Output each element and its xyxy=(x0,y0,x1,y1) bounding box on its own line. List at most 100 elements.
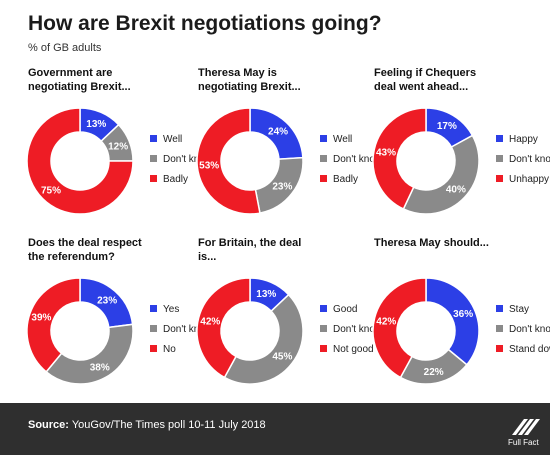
legend-swatch xyxy=(496,324,503,332)
legend-label: Happy xyxy=(509,134,538,145)
slice-value-label: 75% xyxy=(41,185,61,196)
donut-panel-theresa-may-negotiating: Theresa May is negotiating Brexit... 24%… xyxy=(196,66,382,226)
slice-value-label: 38% xyxy=(90,362,110,373)
panel-title: For Britain, the deal is... xyxy=(198,237,302,263)
legend-label: Stay xyxy=(509,304,530,315)
slice-value-label: 13% xyxy=(86,119,106,130)
donut-chart: 24% 23% 53% xyxy=(196,107,304,215)
legend-label: Good xyxy=(333,304,358,315)
slice-value-label: 45% xyxy=(272,352,292,363)
legend-item: Stand down xyxy=(496,344,550,356)
source-label: Source: xyxy=(28,419,69,431)
slice-value-label: 42% xyxy=(376,316,396,327)
slice-value-label: 12% xyxy=(108,141,128,152)
panel-title: Government are negotiating Brexit... xyxy=(28,67,131,93)
legend-label: Well xyxy=(163,134,183,145)
legend-label: No xyxy=(163,344,176,355)
panel-title: Theresa May is negotiating Brexit... xyxy=(198,67,301,93)
legend-swatch xyxy=(150,324,157,332)
legend-swatch xyxy=(496,134,503,142)
donut-slice xyxy=(26,277,81,373)
legend-swatch xyxy=(320,304,327,312)
donut-chart: 13% 45% 42% xyxy=(196,277,304,385)
legend-label: Badly xyxy=(163,174,189,185)
full-fact-logo: Full Fact xyxy=(508,419,540,447)
legend-label: Yes xyxy=(163,304,180,315)
legend-item: Happy xyxy=(496,134,550,146)
slice-value-label: 22% xyxy=(424,367,444,378)
footer: Source: YouGov/The Times poll 10-11 July… xyxy=(0,403,550,455)
donut-chart: 17% 40% 43% xyxy=(372,107,480,215)
legend-label: Don't know xyxy=(163,324,213,335)
legend-label: Don't know xyxy=(163,154,213,165)
legend-item: Badly xyxy=(320,174,382,186)
legend-swatch xyxy=(150,154,157,162)
donut-panel-referendum: Does the deal respect the referendum? 23… xyxy=(26,236,212,396)
donut-slice xyxy=(223,293,304,385)
logo-stripes xyxy=(512,419,540,435)
slice-value-label: 17% xyxy=(437,121,457,132)
legend-swatch xyxy=(150,134,157,142)
donut-chart: 13%12% 75% xyxy=(26,107,134,215)
donut-slice xyxy=(196,107,261,215)
legend-item: Not good xyxy=(320,344,382,356)
donut-slice xyxy=(425,277,480,366)
chart-title: How are Brexit negotiations going? xyxy=(28,12,382,35)
legend-label: Badly xyxy=(333,174,359,185)
donut-slice xyxy=(372,277,427,379)
legend-swatch xyxy=(496,154,503,162)
legend: Happy Don't know Unhappy xyxy=(496,134,550,194)
panel-title: Theresa May should... xyxy=(374,237,489,249)
legend-label: Don't know xyxy=(509,324,550,335)
legend: Well Don't know Badly xyxy=(150,134,212,194)
donut-panel-for-britain: For Britain, the deal is... 13% 45% 42% Go… xyxy=(196,236,382,396)
legend-item: Don't know xyxy=(150,324,212,336)
chart-subtitle: % of GB adults xyxy=(28,42,102,54)
donut-slice xyxy=(196,277,251,379)
legend-item: Don't know xyxy=(320,154,382,166)
slice-value-label: 40% xyxy=(446,185,466,196)
legend-label: Well xyxy=(333,134,353,145)
legend-swatch xyxy=(320,324,327,332)
source-text: YouGov/The Times poll 10-11 July 2018 xyxy=(68,419,266,431)
legend-swatch xyxy=(496,174,503,182)
legend-swatch xyxy=(150,344,157,352)
legend-item: Unhappy xyxy=(496,174,550,186)
logo-text: Full Fact xyxy=(508,438,539,447)
legend-item: No xyxy=(150,344,212,356)
legend: Well Don't know Badly xyxy=(320,134,382,194)
legend-item: Yes xyxy=(150,304,212,316)
legend-swatch xyxy=(320,344,327,352)
legend-swatch xyxy=(496,344,503,352)
slice-value-label: 23% xyxy=(97,296,117,307)
slice-value-label: 23% xyxy=(272,182,292,193)
slice-value-label: 43% xyxy=(376,148,396,159)
legend: Yes Don't know No xyxy=(150,304,212,364)
legend-item: Well xyxy=(150,134,212,146)
legend-label: Unhappy xyxy=(509,174,550,185)
legend-item: Good xyxy=(320,304,382,316)
donut-chart: 23% 38% 39% xyxy=(26,277,134,385)
donut-chart: 36% 22% 42% xyxy=(372,277,480,385)
legend-item: Don't know xyxy=(150,154,212,166)
donut-panel-chequers: Feeling if Chequers deal went ahead... 1… xyxy=(372,66,550,226)
donut-slice xyxy=(372,107,427,210)
legend-swatch xyxy=(320,154,327,162)
source-note: Source: YouGov/The Times poll 10-11 July… xyxy=(28,419,266,431)
legend-label: Not good xyxy=(333,344,374,355)
legend-item: Don't know xyxy=(496,324,550,336)
legend-swatch xyxy=(320,134,327,142)
legend-item: Stay xyxy=(496,304,550,316)
legend-swatch xyxy=(150,304,157,312)
slice-value-label: 24% xyxy=(268,127,288,138)
donut-slice xyxy=(26,107,134,215)
legend-item: Well xyxy=(320,134,382,146)
legend-item: Don't know xyxy=(320,324,382,336)
legend-label: Don't know xyxy=(509,154,550,165)
legend-label: Don't know xyxy=(333,324,383,335)
legend-swatch xyxy=(150,174,157,182)
slice-value-label: 39% xyxy=(31,313,51,324)
legend-label: Stand down xyxy=(509,344,550,355)
donut-panel-government: Government are negotiating Brexit... 13%… xyxy=(26,66,212,226)
legend-label: Don't know xyxy=(333,154,383,165)
